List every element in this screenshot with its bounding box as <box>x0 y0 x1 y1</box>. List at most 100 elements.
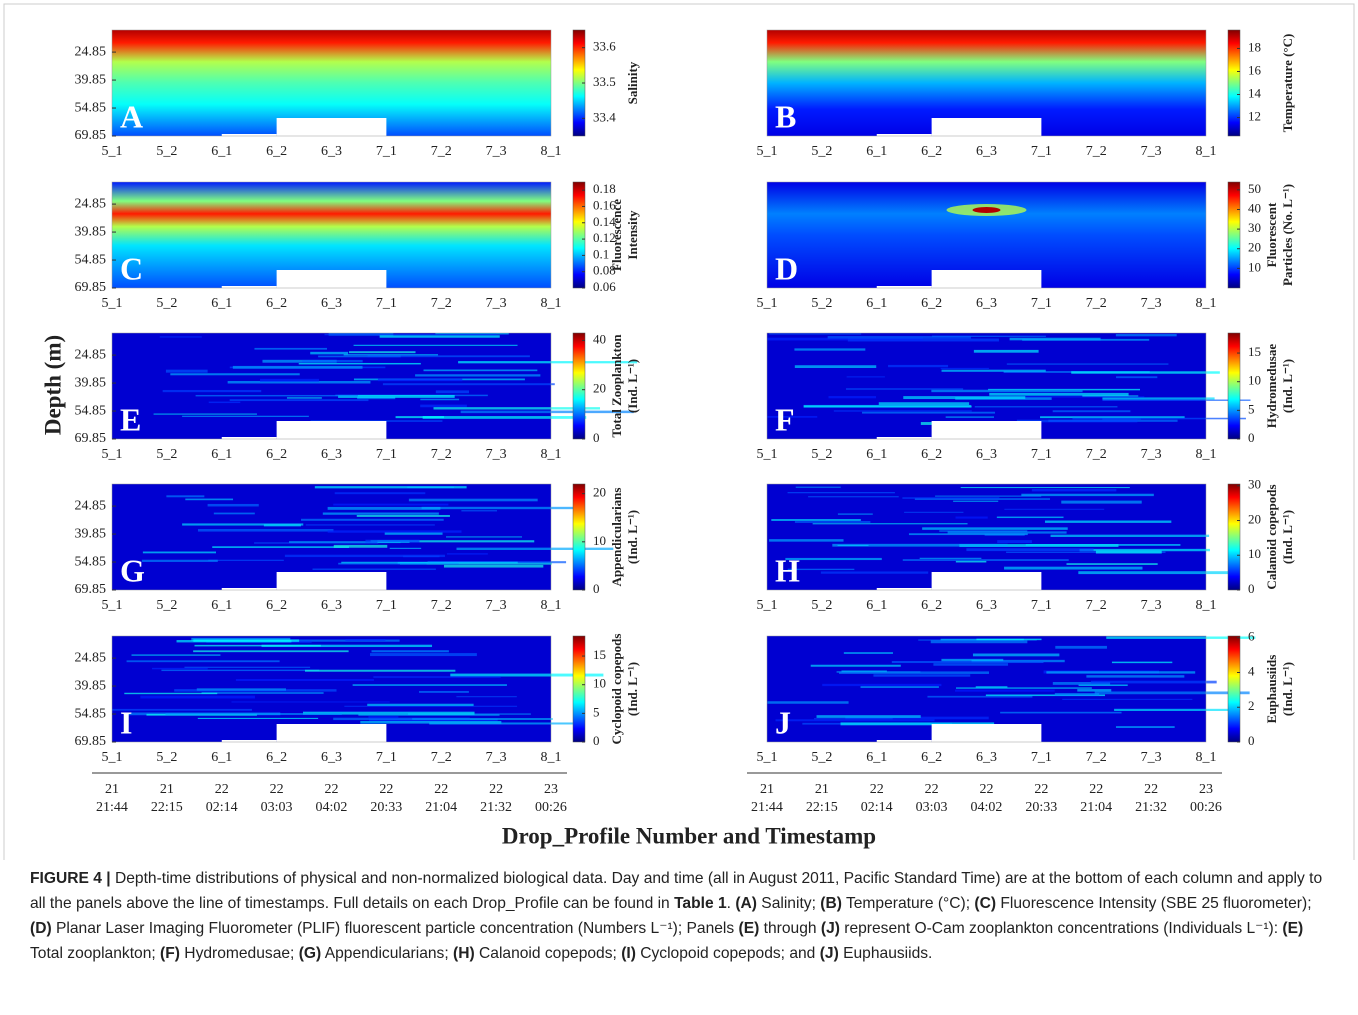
timestamp-day: 23 <box>1199 782 1213 797</box>
timestamp-time: 21:32 <box>480 800 512 815</box>
heatmap-streak <box>197 529 334 532</box>
heatmap-streak <box>935 495 1042 497</box>
colorbar-tick-label: 33.6 <box>593 39 616 54</box>
timestamp-day: 21 <box>760 782 774 797</box>
heatmap-streak <box>174 689 337 692</box>
heatmap-streak <box>1054 693 1100 696</box>
heatmap-streak <box>191 637 291 641</box>
heatmap-streak <box>140 695 255 699</box>
colorbar-tick-label: 0.06 <box>593 279 616 294</box>
y-tick-label: 24.85 <box>75 650 107 665</box>
panel-label: C <box>120 250 143 286</box>
caption-text: (J) <box>820 920 840 937</box>
x-tick-label: 7_2 <box>1086 447 1107 462</box>
heatmap-streak <box>458 361 638 364</box>
heatmap-streak <box>353 344 518 346</box>
no-data <box>931 270 1042 288</box>
heatmap-streak <box>197 717 319 719</box>
heatmap-streak <box>1006 363 1169 365</box>
y-tick-label: 24.85 <box>75 498 107 513</box>
heatmap-streak <box>1050 534 1210 537</box>
x-tick-label: 7_3 <box>1141 144 1162 159</box>
x-tick-label: 7_2 <box>431 296 452 311</box>
timestamp-day: 22 <box>270 782 284 797</box>
x-tick-label: 6_2 <box>266 144 287 159</box>
panel: G 5_1 5_2 6_1 6_2 6_3 7_1 7_2 7_3 8_1 24.85 39.85 54… <box>75 483 640 613</box>
heatmap-streak <box>227 380 371 384</box>
colorbar-tick-label: 10 <box>593 533 606 548</box>
heatmap-streak <box>947 531 1067 534</box>
x-tick-label: 6_3 <box>321 144 342 159</box>
no-data <box>276 118 387 136</box>
x-tick-label: 5_2 <box>811 296 832 311</box>
colorbar-label: Intensity <box>625 210 640 260</box>
x-tick-label: 5_2 <box>811 447 832 462</box>
caption: FIGURE 4 | Depth-time distributions of p… <box>30 866 1330 966</box>
x-tick-label: 7_1 <box>376 598 397 613</box>
x-tick-label: 5_1 <box>757 598 778 613</box>
no-data <box>876 740 932 742</box>
heatmap-streak <box>305 524 435 526</box>
heatmap-streak <box>185 498 234 501</box>
caption-text: (I) <box>621 945 636 962</box>
heatmap-streak <box>955 687 1092 689</box>
x-tick-label: 5_1 <box>102 447 123 462</box>
chart: Depth (m) Drop_Profile Number and Timest… <box>3 3 1355 860</box>
colorbar-tick-label: 0 <box>1248 733 1255 748</box>
caption-text: Temperature (°C); <box>841 895 975 912</box>
heatmap-streak <box>1000 711 1122 714</box>
heatmap-streak <box>972 653 1060 657</box>
heatmap-streak <box>165 713 342 715</box>
heatmap-streak <box>450 673 604 677</box>
colorbar <box>1227 332 1241 440</box>
x-tick-label: 6_2 <box>266 750 287 765</box>
heatmap-streak <box>820 571 929 574</box>
y-tick-label: 69.85 <box>75 280 107 295</box>
heatmap-streak <box>446 536 523 538</box>
heatmap-streak <box>812 523 968 525</box>
x-tick-label: 5_2 <box>811 598 832 613</box>
heatmap-streak <box>338 395 455 398</box>
colorbar-tick-label: 20 <box>593 381 606 396</box>
heatmap-streak <box>939 530 1028 532</box>
colorbar-label: Appendicularians <box>609 488 624 587</box>
x-tick-label: 6_1 <box>866 750 887 765</box>
x-tick-label: 7_2 <box>431 598 452 613</box>
panel: C 5_1 5_2 6_1 6_2 6_3 7_1 7_2 7_3 8_1 24.85 39.85 54… <box>75 181 640 311</box>
x-tick-label: 7_1 <box>1031 598 1052 613</box>
colorbar-label: (Ind. L⁻¹) <box>625 510 640 564</box>
timestamp-time: 21:04 <box>425 800 457 815</box>
heatmap-streak <box>845 388 964 390</box>
panel-label: G <box>120 552 145 588</box>
heatmap-streak <box>377 378 463 382</box>
colorbar <box>1227 29 1241 137</box>
heatmap-streak <box>941 369 1046 372</box>
caption-text: (E) <box>738 920 760 937</box>
caption-text: (E) <box>1282 920 1304 937</box>
x-tick-label: 8_1 <box>1196 598 1217 613</box>
heatmap-streak <box>769 333 862 335</box>
no-data <box>221 286 277 288</box>
heatmap-streak <box>1046 671 1196 674</box>
heatmap-streak <box>974 406 1118 408</box>
caption-text: FIGURE 4 | <box>30 870 111 887</box>
x-tick-label: 6_3 <box>976 750 997 765</box>
panel-label: D <box>775 250 798 286</box>
heatmap-streak <box>996 516 1064 519</box>
x-axis-label: Drop_Profile Number and Timestamp <box>502 823 876 848</box>
timestamp-time: 03:03 <box>261 800 293 815</box>
x-tick-label: 7_1 <box>376 296 397 311</box>
heatmap-streak <box>341 561 518 564</box>
colorbar-tick-label: 5 <box>1248 401 1255 416</box>
colorbar-tick-label: 18 <box>1248 39 1261 54</box>
axes-box <box>111 181 552 289</box>
caption-text: Total zooplankton; <box>30 945 161 962</box>
colorbar-tick-label: 0.12 <box>593 230 616 245</box>
heatmap-streak <box>1095 550 1162 554</box>
heatmap-streak <box>902 497 1000 499</box>
panel: I 5_1 5_2 6_1 6_2 6_3 7_1 7_2 7_3 8_1 24.85 39.85 54… <box>75 634 640 816</box>
heatmap-streak <box>419 690 469 693</box>
caption-text: Hydromedusae; <box>179 945 299 962</box>
heatmap-streak <box>927 695 1033 698</box>
no-data <box>876 588 932 590</box>
